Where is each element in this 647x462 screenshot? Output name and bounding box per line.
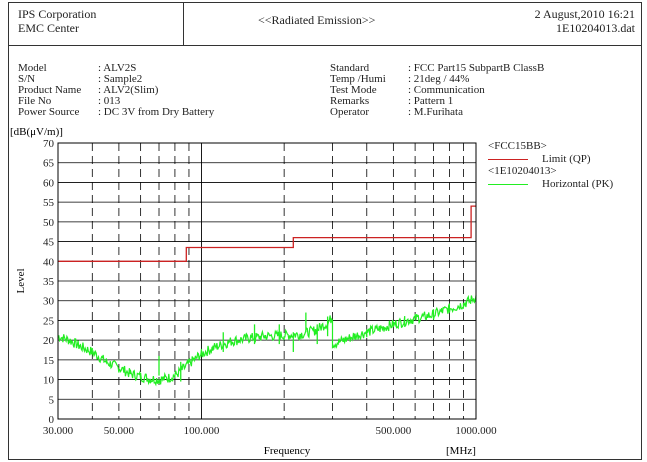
report-frame (8, 2, 642, 460)
info-label-standard: Standard (330, 62, 370, 74)
grid (58, 143, 476, 419)
y-tick-label: 35 (43, 276, 55, 288)
y-tick-label: 10 (43, 375, 55, 387)
x-tick-label: 1000.000 (455, 425, 497, 437)
report-date: 2 August,2010 16:21 (534, 7, 635, 21)
info-label-operator: Operator (330, 106, 370, 118)
info-label-temp: Temp /Humi (330, 73, 386, 85)
y-axis-unit: [dB(μV/m)] (10, 126, 63, 138)
y-tick-label: 5 (49, 394, 55, 406)
info-value-remarks: : Pattern 1 (408, 95, 454, 107)
info-value-power: : DC 3V from Dry Battery (98, 106, 215, 118)
info-value-operator: : M.Furihata (408, 106, 463, 118)
y-tick-label: 40 (43, 256, 55, 268)
y-tick-label: 70 (43, 138, 55, 150)
info-label-mode: Test Mode (330, 84, 377, 96)
x-tick-label: 30.000 (43, 425, 74, 437)
series-limit-qp (58, 205, 476, 262)
report-title: <<Radiated Emission>> (258, 13, 376, 27)
x-axis-label: Frequency (264, 445, 311, 457)
info-label-product: Product Name (18, 84, 82, 96)
info-value-sn: : Sample2 (98, 73, 143, 85)
info-value-mode: : Communication (408, 84, 485, 96)
series-layer (57, 205, 477, 387)
y-tick-label: 0 (49, 414, 55, 426)
info-label-remarks: Remarks (330, 95, 370, 107)
legend-swatch-horizontal (488, 184, 528, 185)
y-tick-label: 45 (43, 237, 55, 249)
legend-swatch-limit (488, 159, 528, 160)
info-label-power: Power Source (18, 106, 80, 118)
y-tick-label: 20 (43, 335, 55, 347)
info-value-standard: : FCC Part15 SubpartB ClassB (408, 62, 545, 74)
info-value-temp: : 21deg / 44% (408, 73, 470, 85)
plot-border (57, 142, 477, 420)
info-label-model: Model (18, 62, 47, 74)
info-value-model: : ALV2S (98, 62, 137, 74)
y-tick-label: 25 (43, 315, 55, 327)
tick-labels: 0 5 10 15 20 25 30 35 40 45 50 55 60 65 70 30.000 50.000… (43, 138, 497, 437)
y-axis-label: Level (15, 268, 27, 293)
info-label-sn: S/N (18, 73, 36, 85)
y-tick-label: 60 (43, 177, 55, 189)
y-tick-label: 65 (43, 158, 55, 170)
info-label-fileno: File No (18, 95, 52, 107)
company-name: IPS Corporation (18, 7, 97, 21)
y-tick-label: 15 (43, 355, 55, 367)
legend-label-horizontal: Horizontal (PK) (542, 178, 614, 190)
y-tick-label: 30 (43, 296, 55, 308)
legend-group-limit: <FCC15BB> (488, 140, 547, 152)
legend-label-limit: Limit (QP) (542, 153, 591, 165)
series-horizontal-pk (57, 294, 477, 387)
center-name: EMC Center (18, 21, 79, 35)
x-tick-label: 50.000 (104, 425, 135, 437)
x-tick-label: 500.000 (375, 425, 411, 437)
y-tick-label: 55 (43, 197, 55, 209)
info-value-fileno: : 013 (98, 95, 121, 107)
x-axis-unit: [MHz] (446, 445, 476, 457)
x-tick-label: 100.000 (184, 425, 220, 437)
data-file-name: 1E10204013.dat (556, 21, 635, 35)
legend-group-horizontal: <1E10204013> (488, 165, 557, 177)
header-divider (8, 45, 642, 46)
info-value-product: : ALV2(Slim) (98, 84, 159, 96)
y-tick-label: 50 (43, 217, 55, 229)
